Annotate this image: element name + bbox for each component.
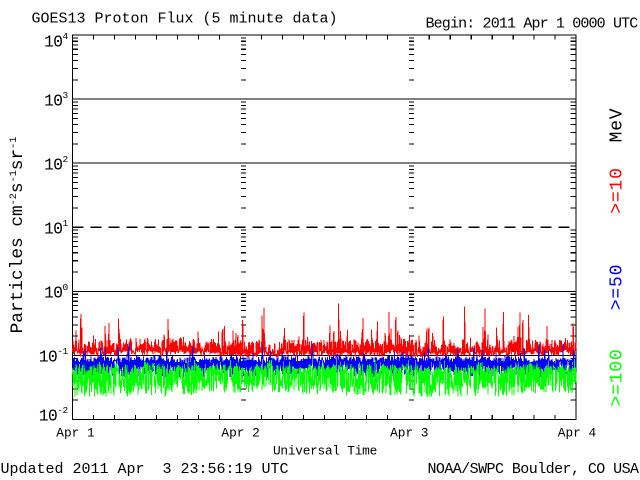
svg-text:-1: -1: [57, 346, 68, 357]
svg-text:>=100: >=100: [608, 348, 628, 406]
svg-text:>=50: >=50: [608, 264, 628, 310]
svg-text:3: 3: [63, 90, 69, 101]
svg-text:Apr 1: Apr 1: [56, 426, 95, 441]
svg-text:GOES13 Proton Flux (5 minute d: GOES13 Proton Flux (5 minute data): [32, 11, 338, 28]
svg-text:MeV: MeV: [608, 108, 628, 143]
svg-text:0: 0: [63, 282, 69, 293]
svg-text:>=10: >=10: [608, 167, 628, 213]
svg-text:Apr 2: Apr 2: [221, 426, 259, 441]
svg-text:10: 10: [44, 284, 62, 303]
svg-text:2: 2: [63, 154, 69, 165]
svg-text:10: 10: [44, 33, 62, 52]
svg-text:Universal Time: Universal Time: [273, 444, 377, 459]
svg-text:1: 1: [63, 218, 69, 229]
svg-text:Apr 4: Apr 4: [558, 426, 597, 441]
svg-text:-2: -2: [57, 405, 68, 416]
svg-text:10: 10: [39, 406, 57, 425]
svg-text:4: 4: [63, 31, 69, 42]
svg-text:10: 10: [44, 220, 62, 239]
svg-text:Apr 3: Apr 3: [390, 426, 428, 441]
svg-text:10: 10: [44, 91, 62, 110]
svg-text:10: 10: [39, 348, 57, 367]
svg-text:Particles cm-2s-1sr-1: Particles cm-2s-1sr-1: [8, 137, 28, 334]
svg-text:Updated 2011 Apr 3 23:56:19 U: Updated 2011 Apr 3 23:56:19 UTC: [1, 461, 289, 478]
svg-text:NOAA/SWPC Boulder, CO USA: NOAA/SWPC Boulder, CO USA: [427, 461, 639, 478]
svg-text:10: 10: [44, 155, 62, 174]
svg-text:Begin: 2011 Apr 1 0000 UTC: Begin: 2011 Apr 1 0000 UTC: [426, 16, 639, 33]
